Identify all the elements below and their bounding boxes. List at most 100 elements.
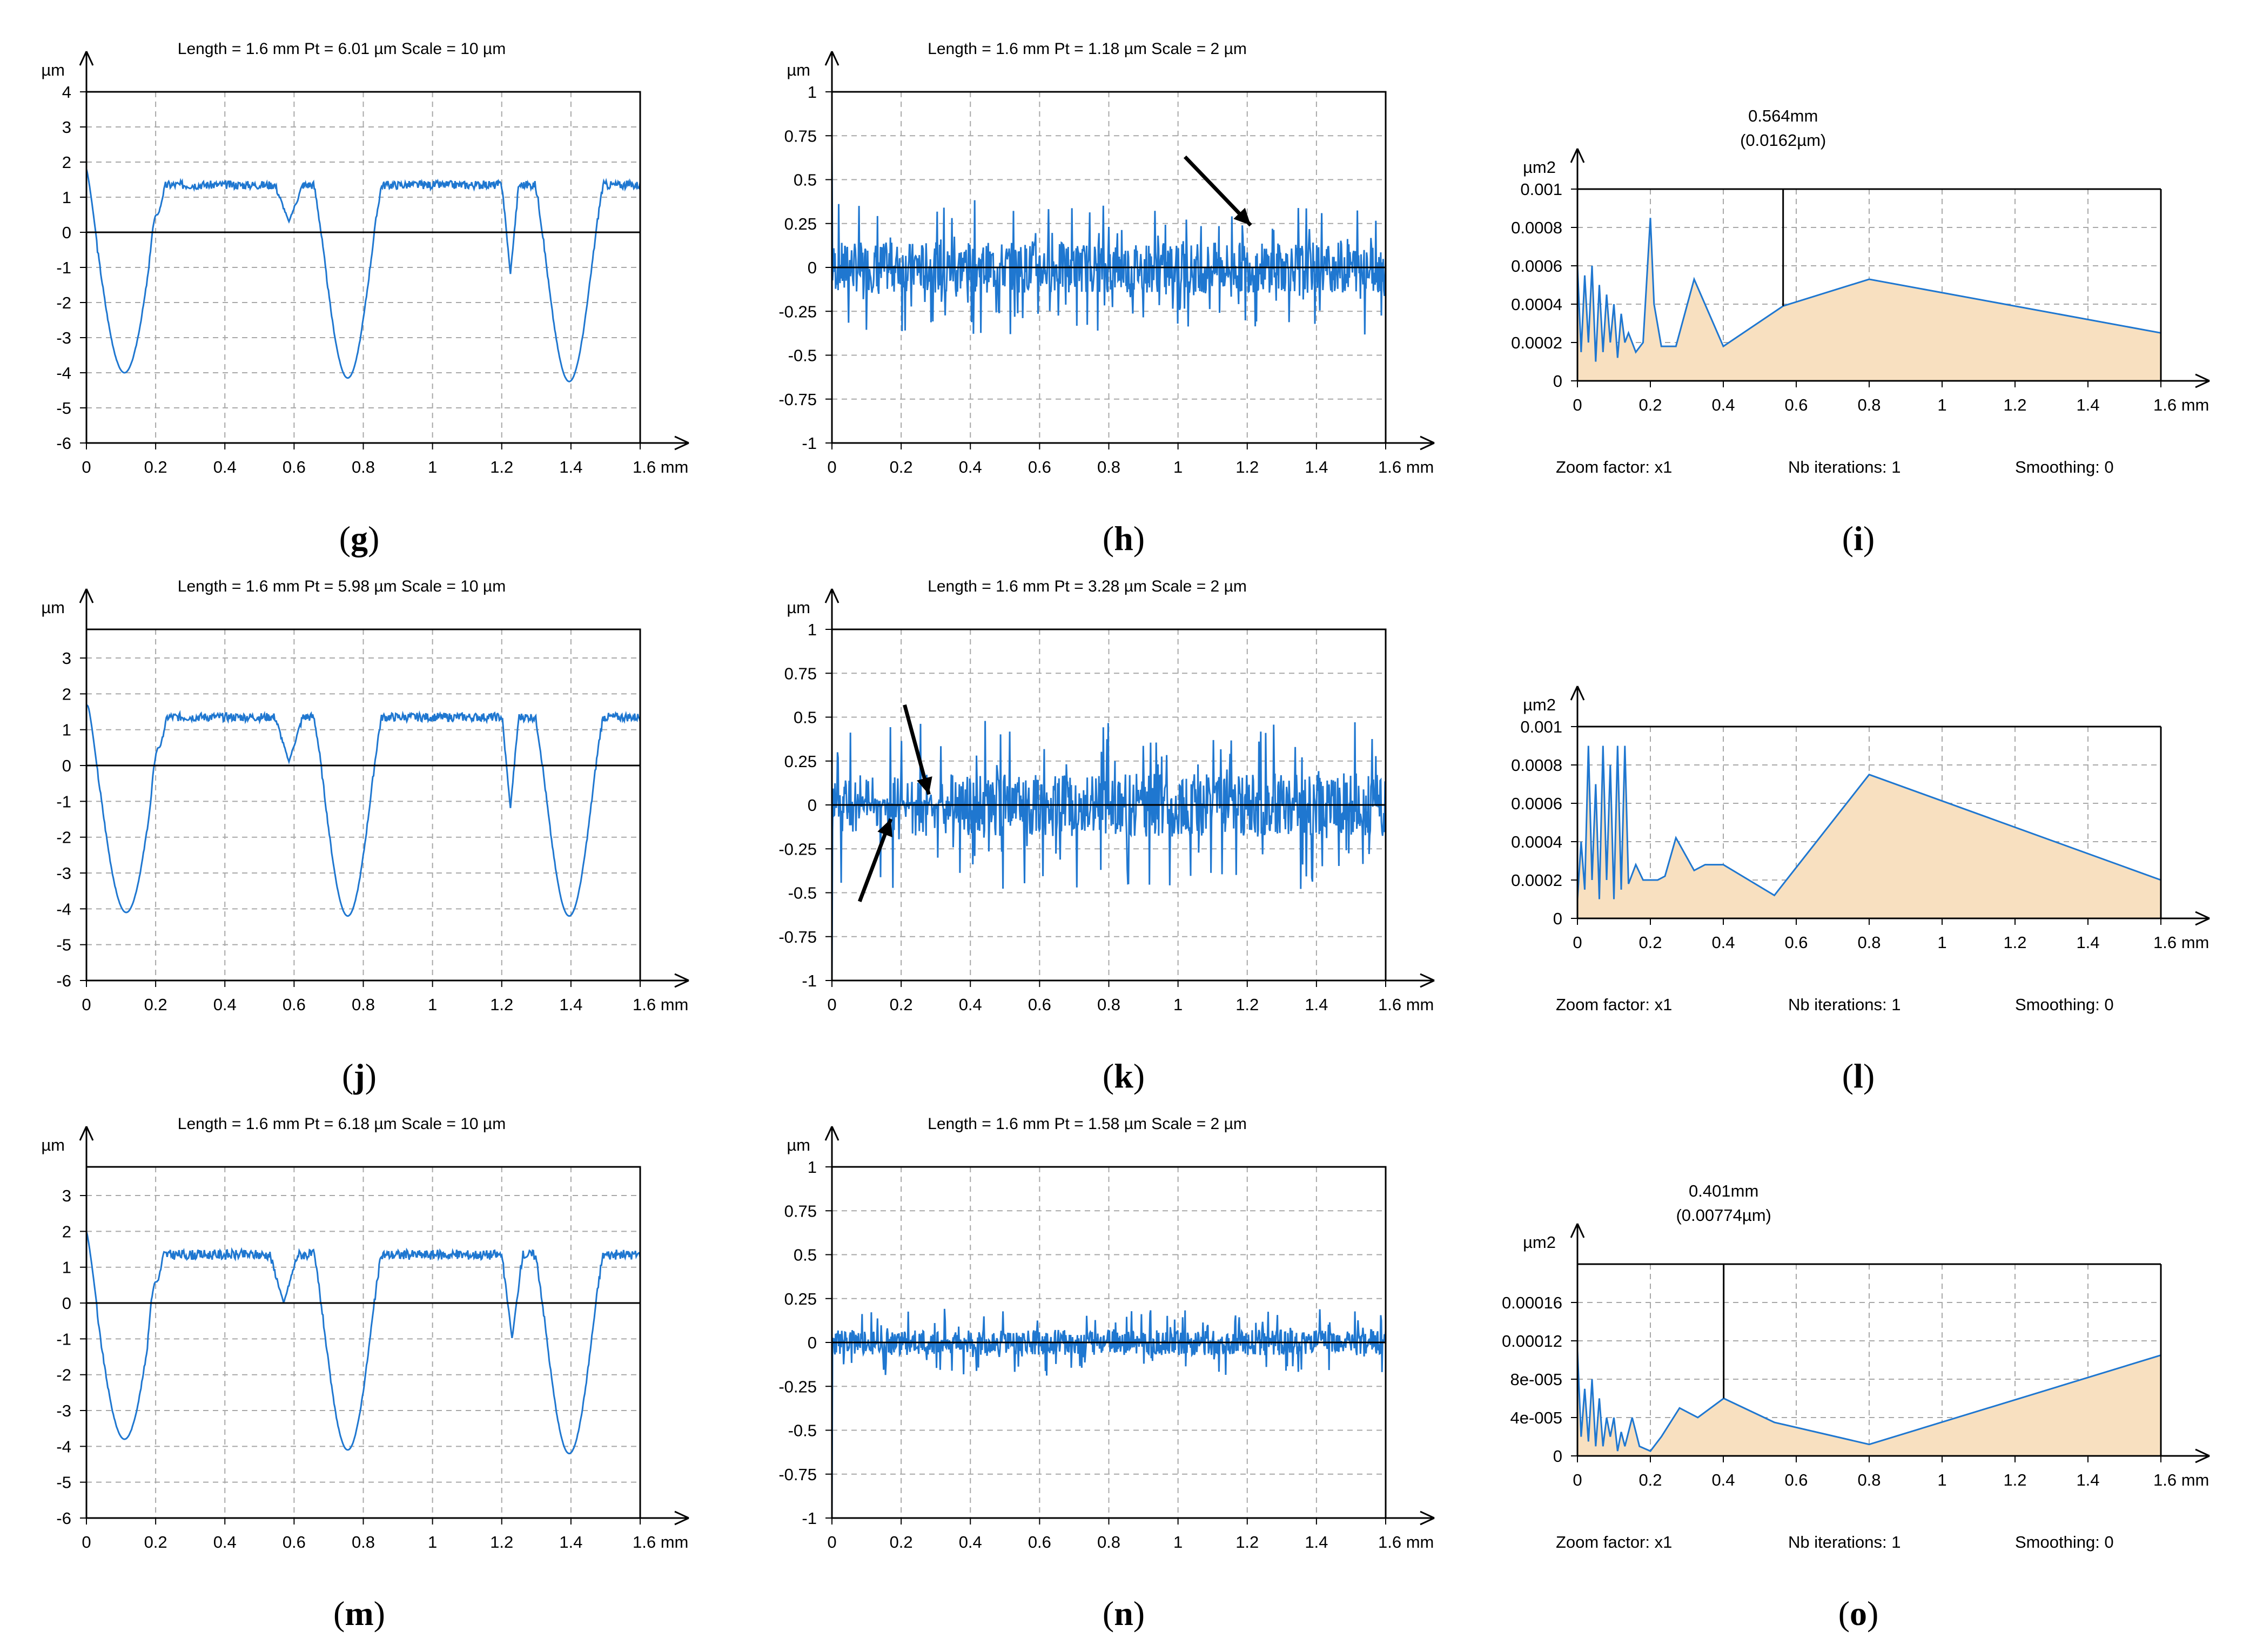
- y-tick-label: -5: [56, 399, 71, 418]
- y-axis-label: µm2: [1523, 158, 1556, 177]
- y-tick-label: -2: [56, 828, 71, 847]
- x-tick-label: 1: [1937, 395, 1946, 414]
- x-tick-label: 1: [428, 995, 437, 1014]
- y-axis-label: µm: [787, 1136, 810, 1154]
- label-n: (n): [1102, 1594, 1145, 1633]
- x-tick-label: 0.6: [283, 1533, 306, 1552]
- footer-zoom: Zoom factor: x1: [1556, 1533, 1672, 1552]
- chart-group-g: Length = 1.6 mm Pt = 6.01 µm Scale = 10 …: [41, 40, 689, 476]
- x-tick-label: 0: [827, 458, 836, 476]
- y-axis-label: µm: [787, 61, 810, 79]
- x-tick-label: 1.2: [2003, 933, 2026, 952]
- y-tick-label: 0.25: [784, 214, 817, 233]
- y-tick-label: -2: [56, 1366, 71, 1385]
- y-tick-label: 0.00016: [1502, 1293, 1562, 1312]
- x-tick-label: 0.2: [1638, 395, 1662, 414]
- footer-iterations: Nb iterations: 1: [1788, 1533, 1901, 1552]
- footer-smoothing: Smoothing: 0: [2015, 458, 2114, 476]
- y-axis-arrow: [79, 1126, 94, 1141]
- x-axis-arrow: [1420, 973, 1435, 988]
- footer-smoothing: Smoothing: 0: [2015, 995, 2114, 1014]
- y-tick-label: 0: [62, 756, 71, 775]
- x-tick-label: 0.4: [213, 995, 237, 1014]
- y-tick-label: -0.75: [778, 1465, 817, 1484]
- x-tick-label: 0.4: [959, 458, 982, 476]
- x-tick-label: 0.2: [144, 1533, 167, 1552]
- x-tick-label: 1.6 mm: [633, 458, 688, 476]
- x-tick-label: 1: [1937, 1470, 1946, 1489]
- x-tick-label: 1.2: [490, 995, 513, 1014]
- x-axis-arrow: [2195, 911, 2210, 926]
- y-axis-arrow: [79, 588, 94, 603]
- x-tick-label: 1.4: [559, 995, 582, 1014]
- y-axis-arrow: [1570, 148, 1585, 163]
- x-tick-label: 0.6: [283, 995, 306, 1014]
- x-tick-label: 0.8: [1097, 995, 1120, 1014]
- x-axis-arrow: [674, 435, 689, 451]
- x-tick-label: 0.6: [1784, 1470, 1808, 1489]
- chart-h: Length = 1.6 mm Pt = 1.18 µm Scale = 2 µ…: [778, 40, 1435, 476]
- x-tick-label: 0.6: [1784, 395, 1808, 414]
- x-tick-label: 1: [428, 458, 437, 476]
- y-tick-label: -1: [802, 434, 817, 453]
- y-tick-label: 0.75: [784, 126, 817, 145]
- y-axis-label: µm2: [1523, 1233, 1556, 1252]
- y-tick-label: 0: [62, 1294, 71, 1313]
- panel-l: 0 0.2 0.4 0.6 0.8 1 1.2 1.4 1.6 mm 0.001 0.0008 0.0…: [1511, 559, 2231, 1045]
- spectrum-area: [1577, 1350, 2161, 1456]
- y-tick-label: 0.0004: [1511, 295, 1562, 314]
- y-tick-label: -5: [56, 1473, 71, 1492]
- y-axis-arrow: [824, 588, 840, 603]
- y-tick-label: -2: [56, 293, 71, 312]
- y-tick-label: -0.25: [778, 840, 817, 858]
- y-axis-label: µm2: [1523, 695, 1556, 714]
- label-k: (k): [1102, 1057, 1145, 1095]
- chart-group-k: Length = 1.6 mm Pt = 3.28 µm Scale = 2 µ…: [778, 577, 1435, 1014]
- annotation-position: 0.564mm: [1748, 106, 1818, 125]
- y-tick-label: 1: [62, 1258, 71, 1277]
- x-tick-label: 1.6 mm: [2153, 933, 2209, 952]
- chart-group-n: Length = 1.6 mm Pt = 1.58 µm Scale = 2 µ…: [778, 1115, 1435, 1552]
- y-tick-label: -0.75: [778, 390, 817, 409]
- x-tick-label: 1.6 mm: [2153, 395, 2209, 414]
- footer-iterations: Nb iterations: 1: [1788, 995, 1901, 1014]
- x-tick-label: 0.6: [1028, 995, 1051, 1014]
- y-axis-label: µm: [41, 61, 65, 79]
- y-tick-label: 0.25: [784, 1290, 817, 1308]
- y-tick-label: -0.5: [788, 884, 817, 903]
- chart-l: 0 0.2 0.4 0.6 0.8 1 1.2 1.4 1.6 mm 0.001 0.0008 0.0…: [1511, 686, 2210, 1014]
- x-axis-arrow: [2195, 1448, 2210, 1463]
- y-tick-label: 3: [62, 1186, 71, 1205]
- y-tick-label: 0.75: [784, 664, 817, 683]
- x-tick-label: 0.8: [1857, 1470, 1881, 1489]
- x-tick-label: 1.4: [559, 458, 582, 476]
- x-tick-label: 0.6: [1784, 933, 1808, 952]
- x-tick-label: 0.4: [1711, 933, 1735, 952]
- footer-smoothing: Smoothing: 0: [2015, 1533, 2114, 1552]
- x-tick-label: 0.4: [213, 458, 237, 476]
- label-i: (i): [1842, 519, 1875, 558]
- y-tick-label: 0.00012: [1502, 1332, 1562, 1351]
- x-tick-label: 1.2: [490, 1533, 513, 1552]
- y-tick-label: 0.75: [784, 1201, 817, 1220]
- x-tick-label: 1.4: [559, 1533, 582, 1552]
- x-tick-label: 0: [82, 1533, 91, 1552]
- x-tick-label: 1.4: [1305, 995, 1328, 1014]
- spectrum-area: [1577, 218, 2161, 381]
- x-tick-label: 1.2: [490, 458, 513, 476]
- y-tick-label: 0.0008: [1511, 218, 1562, 237]
- x-tick-label: 0.4: [213, 1533, 237, 1552]
- x-axis-arrow: [674, 1510, 689, 1526]
- y-axis-arrow: [79, 51, 94, 66]
- x-tick-label: 0.2: [890, 458, 913, 476]
- y-tick-label: 2: [62, 684, 71, 703]
- label-h: (h): [1102, 519, 1145, 558]
- annotation-position: 0.401mm: [1689, 1181, 1758, 1200]
- y-axis-arrow: [824, 1126, 840, 1141]
- panel-i: 0 0.2 0.4 0.6 0.8 1 1.2 1.4 1.6 mm 0.001 0.0008 0.0…: [1511, 22, 2231, 508]
- y-axis-label: µm: [41, 1136, 65, 1154]
- annotation-value: (0.00774µm): [1676, 1206, 1771, 1225]
- y-axis-arrow: [1570, 686, 1585, 701]
- panel-j: Length = 1.6 mm Pt = 5.98 µm Scale = 10 …: [22, 559, 718, 1045]
- y-tick-label: -0.25: [778, 302, 817, 321]
